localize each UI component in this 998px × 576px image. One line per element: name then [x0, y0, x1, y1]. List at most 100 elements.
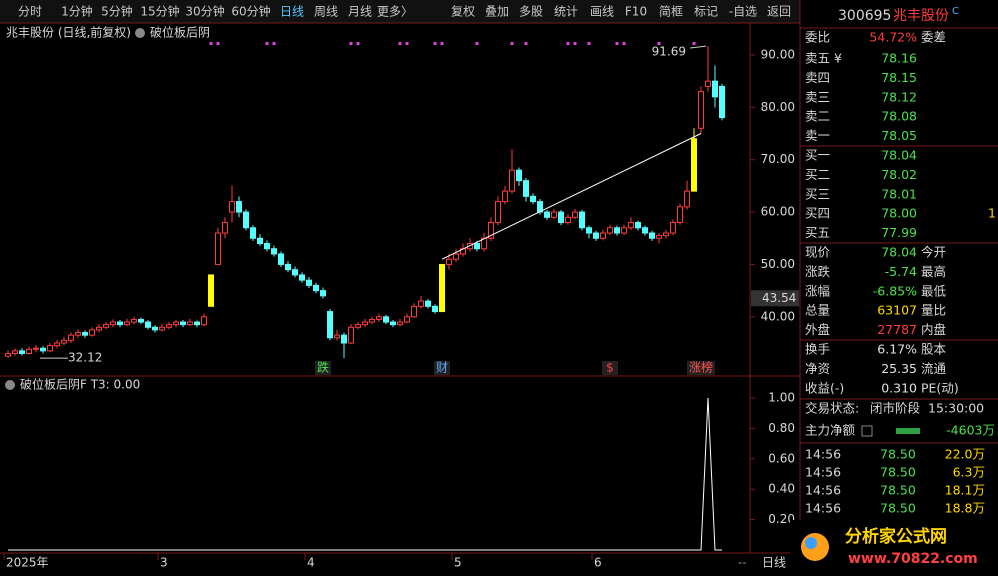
event-tag-bg[interactable]	[602, 361, 618, 375]
candle-body	[481, 237, 487, 250]
candle-body	[390, 321, 396, 326]
candle-body	[705, 80, 711, 87]
signal-marker	[587, 42, 591, 45]
candle-body	[110, 321, 116, 326]
event-tag[interactable]: 跌	[317, 360, 329, 375]
period-tab[interactable]: 60分钟	[231, 4, 270, 19]
candle-body	[397, 321, 403, 326]
ratio-label: 委比	[805, 30, 830, 45]
capital-bar	[896, 428, 920, 434]
candle-body	[698, 91, 704, 129]
period-tab[interactable]: 5分钟	[101, 4, 133, 19]
tool-button[interactable]: 叠加	[485, 5, 509, 19]
book-label: 买三	[805, 186, 830, 201]
capital-icon[interactable]	[861, 425, 873, 437]
candle-body	[313, 284, 319, 292]
book-price: 78.04	[881, 148, 917, 163]
y-tick-label: 0.40	[768, 482, 795, 496]
tool-button[interactable]: 返回	[767, 5, 791, 19]
x-tick-label: 2025年	[6, 556, 49, 570]
candle-body	[68, 334, 74, 341]
candle-body	[138, 318, 144, 323]
event-tag[interactable]: 涨榜	[689, 360, 713, 375]
stat-value: 0.310	[881, 380, 917, 395]
event-tag-bg[interactable]	[687, 361, 715, 375]
candle-body	[495, 201, 501, 224]
candle-body	[54, 342, 60, 347]
footer-period[interactable]: 日线	[762, 556, 786, 570]
status-value: 闭市阶段	[870, 401, 920, 416]
y-tick-label: 80.00	[761, 100, 795, 114]
tool-button[interactable]: 统计	[554, 5, 578, 19]
candle-body	[551, 211, 557, 218]
event-tag[interactable]: 财	[436, 361, 448, 375]
period-tab[interactable]: 1分钟	[61, 4, 93, 19]
tool-button[interactable]: 多股	[519, 5, 543, 19]
event-tag[interactable]: $	[606, 361, 614, 375]
period-tab[interactable]: 更多〉	[377, 5, 413, 19]
candle-body	[61, 339, 67, 344]
trade-time: 14:56	[805, 465, 841, 480]
candle-body	[250, 227, 256, 239]
candle-body	[201, 316, 207, 326]
book-label: 买一	[805, 148, 830, 163]
indicator-icon[interactable]	[135, 28, 145, 38]
period-tab[interactable]: 分时	[18, 5, 42, 19]
tool-button[interactable]: 画线	[590, 5, 614, 19]
period-tab[interactable]: 周线	[314, 5, 338, 19]
stat-label: 内盘	[921, 322, 946, 337]
y-tick-label: 90.00	[761, 47, 795, 61]
candle-body	[670, 222, 676, 234]
y-tick-label: 50.00	[761, 257, 795, 271]
tool-button[interactable]: 标记	[694, 5, 718, 19]
stat-label: 流通	[921, 361, 947, 376]
candle-body	[530, 195, 536, 203]
stat-value: 27787	[877, 322, 917, 337]
event-tag-bg[interactable]	[434, 361, 450, 375]
tool-button[interactable]: 简框	[659, 5, 683, 19]
candle-body	[411, 305, 417, 318]
candle-body	[103, 324, 109, 328]
book-label: 卖五 ¥	[805, 51, 842, 66]
candle-body	[145, 321, 151, 328]
signal-marker	[510, 42, 514, 45]
event-tag-bg[interactable]	[315, 361, 331, 375]
candle-body	[47, 345, 53, 352]
stock-code: 300695	[838, 8, 891, 24]
tool-button[interactable]: 复权	[451, 5, 475, 19]
candle-body	[607, 227, 613, 234]
candle-body	[614, 227, 620, 234]
trade-volume: 18.8万	[945, 501, 985, 516]
candle-body	[320, 290, 326, 297]
stock-flag: C	[952, 6, 959, 17]
footer-placeholder: --	[738, 556, 747, 570]
signal-marker	[272, 42, 276, 45]
book-label: 卖二	[805, 109, 830, 124]
x-tick-label: 6	[594, 556, 602, 570]
signal-marker	[440, 42, 444, 45]
period-tab[interactable]: 日线	[280, 5, 304, 19]
trade-time: 14:56	[805, 501, 841, 516]
tool-button[interactable]: F10	[625, 5, 647, 19]
candle-body	[341, 334, 347, 344]
indicator-name[interactable]: 破位板后阴	[150, 25, 210, 40]
stat-label: 股本	[921, 342, 947, 357]
stat-label: 最高	[921, 264, 946, 279]
candle-body	[299, 274, 305, 281]
signal-marker	[216, 42, 220, 45]
y-tick-label: 60.00	[761, 205, 795, 219]
indicator-line	[8, 397, 722, 551]
period-tab[interactable]: 15分钟	[140, 4, 179, 19]
candle-body	[264, 242, 270, 250]
candle-body	[656, 235, 662, 239]
period-tab[interactable]: 月线	[348, 5, 372, 19]
stat-label: 涨幅	[805, 283, 830, 298]
candle-body	[369, 318, 375, 323]
signal-marker	[657, 42, 661, 45]
indicator-icon[interactable]	[5, 380, 15, 390]
period-tab[interactable]: 30分钟	[185, 4, 224, 19]
tool-button[interactable]: -自选	[729, 5, 757, 19]
candle-body	[593, 232, 599, 239]
stat-label: 今开	[921, 245, 946, 260]
